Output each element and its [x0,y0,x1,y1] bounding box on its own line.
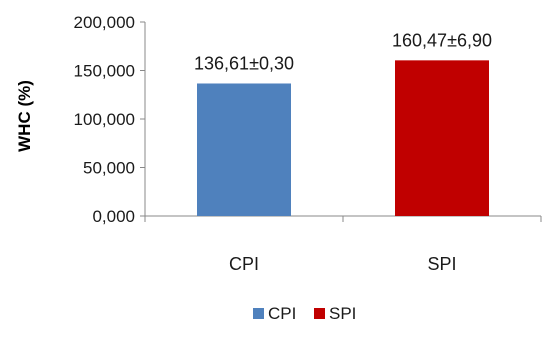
y-tick-label: 200,000 [74,13,135,32]
bar-cpi [197,83,291,216]
x-category-labels: CPI SPI [229,254,457,274]
legend-swatch-cpi [253,308,264,319]
x-category-label-cpi: CPI [229,254,259,274]
chart-bars [197,60,489,216]
data-label-spi: 160,47±6,90 [392,30,492,50]
chart-legend: CPI SPI [253,304,356,323]
data-label-cpi: 136,61±0,30 [194,53,294,73]
y-tick-label: 100,000 [74,110,135,129]
x-category-label-spi: SPI [427,254,456,274]
data-labels: 136,61±0,30 160,47±6,90 [194,30,492,73]
y-tick-labels: 0,000 50,000 100,000 150,000 200,000 [74,13,135,226]
y-tick-label: 50,000 [83,159,135,178]
y-tick-label: 0,000 [92,207,135,226]
y-axis-title: WHC (%) [15,80,34,152]
y-tick-label: 150,000 [74,62,135,81]
legend-swatch-spi [314,308,325,319]
legend-label-cpi: CPI [268,304,296,323]
bar-spi [395,60,489,216]
legend-label-spi: SPI [329,304,356,323]
